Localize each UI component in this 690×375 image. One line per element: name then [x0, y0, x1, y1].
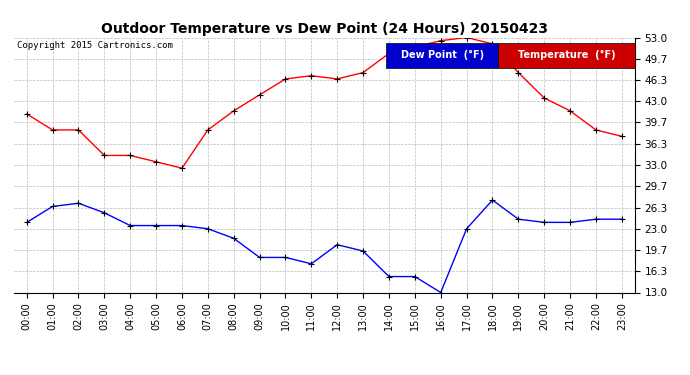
- FancyBboxPatch shape: [498, 43, 635, 68]
- Title: Outdoor Temperature vs Dew Point (24 Hours) 20150423: Outdoor Temperature vs Dew Point (24 Hou…: [101, 22, 548, 36]
- Text: Copyright 2015 Cartronics.com: Copyright 2015 Cartronics.com: [17, 41, 172, 50]
- Text: Temperature  (°F): Temperature (°F): [518, 50, 615, 60]
- Text: Dew Point  (°F): Dew Point (°F): [401, 50, 484, 60]
- FancyBboxPatch shape: [386, 43, 498, 68]
